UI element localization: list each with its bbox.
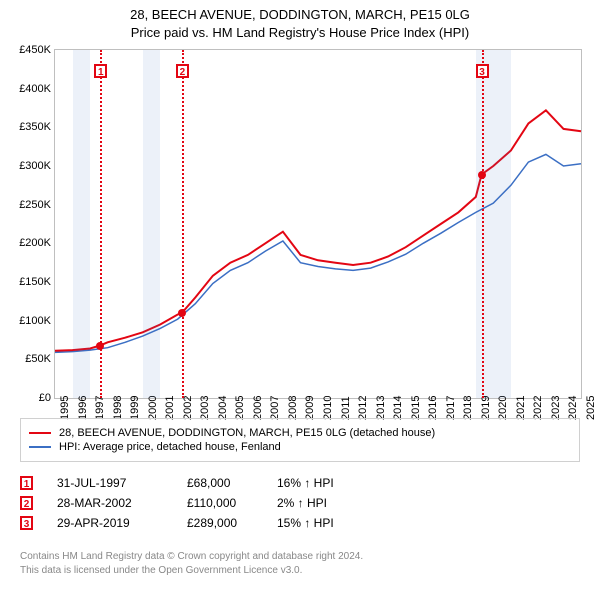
- event-marker: 2: [176, 64, 189, 78]
- trade-marker: 3: [20, 516, 33, 530]
- x-tick-label: 2002: [182, 396, 194, 420]
- x-tick-label: 2004: [217, 396, 229, 420]
- x-tick-label: 2022: [532, 396, 544, 420]
- event-line: [482, 50, 484, 398]
- event-marker: 3: [476, 64, 489, 78]
- x-tick-label: 2009: [304, 396, 316, 420]
- footer: Contains HM Land Registry data © Crown c…: [20, 550, 580, 577]
- recession-band: [73, 50, 91, 398]
- trade-row: 3 29-APR-2019£289,00015% ↑ HPI: [20, 516, 580, 530]
- x-tick-label: 1999: [129, 396, 141, 420]
- x-tick-label: 2013: [375, 396, 387, 420]
- x-tick-label: 2015: [410, 396, 422, 420]
- x-tick-label: 2023: [550, 396, 562, 420]
- event-point: [478, 171, 486, 179]
- x-tick-label: 2008: [287, 396, 299, 420]
- x-tick-label: 2024: [567, 396, 579, 420]
- x-tick-label: 1995: [59, 396, 71, 420]
- y-tick-label: £450K: [7, 44, 51, 56]
- y-tick-label: £0: [7, 392, 51, 404]
- trades-list: 1 31-JUL-1997£68,00016% ↑ HPI 2 28-MAR-2002…: [20, 470, 580, 536]
- legend-label: HPI: Average price, detached house, Fenl…: [59, 441, 281, 453]
- x-tick-label: 2020: [497, 396, 509, 420]
- chart-title: 28, BEECH AVENUE, DODDINGTON, MARCH, PE1…: [0, 0, 600, 24]
- legend: 28, BEECH AVENUE, DODDINGTON, MARCH, PE1…: [20, 418, 580, 462]
- trade-marker: 1: [20, 476, 33, 490]
- x-tick-label: 2021: [515, 396, 527, 420]
- x-tick-label: 2012: [357, 396, 369, 420]
- trade-price: £68,000: [187, 476, 277, 490]
- event-marker: 1: [94, 64, 107, 78]
- x-tick-label: 2016: [427, 396, 439, 420]
- footer-line-1: Contains HM Land Registry data © Crown c…: [20, 550, 580, 564]
- trade-marker: 2: [20, 496, 33, 510]
- trade-row: 2 28-MAR-2002£110,0002% ↑ HPI: [20, 496, 580, 510]
- trade-price: £289,000: [187, 516, 277, 530]
- x-tick-label: 1996: [77, 396, 89, 420]
- y-tick-label: £250K: [7, 199, 51, 211]
- x-tick-label: 2001: [164, 396, 176, 420]
- x-tick-label: 2010: [322, 396, 334, 420]
- x-tick-label: 2025: [585, 396, 597, 420]
- x-tick-label: 2011: [340, 396, 352, 420]
- event-point: [178, 309, 186, 317]
- y-tick-label: £350K: [7, 121, 51, 133]
- trade-date: 29-APR-2019: [57, 516, 187, 530]
- x-tick-label: 2014: [392, 396, 404, 420]
- x-tick-label: 2018: [462, 396, 474, 420]
- y-tick-label: £200K: [7, 237, 51, 249]
- event-line: [182, 50, 184, 398]
- trade-date: 31-JUL-1997: [57, 476, 187, 490]
- x-tick-label: 2019: [480, 396, 492, 420]
- y-tick-label: £400K: [7, 83, 51, 95]
- trade-row: 1 31-JUL-1997£68,00016% ↑ HPI: [20, 476, 580, 490]
- trade-delta: 16% ↑ HPI: [277, 476, 407, 490]
- recession-band: [143, 50, 161, 398]
- legend-row: 28, BEECH AVENUE, DODDINGTON, MARCH, PE1…: [29, 427, 571, 439]
- y-tick-label: £150K: [7, 276, 51, 288]
- x-tick-label: 1997: [94, 396, 106, 420]
- legend-label: 28, BEECH AVENUE, DODDINGTON, MARCH, PE1…: [59, 427, 435, 439]
- legend-row: HPI: Average price, detached house, Fenl…: [29, 441, 571, 453]
- y-tick-label: £100K: [7, 315, 51, 327]
- x-tick-label: 2017: [445, 396, 457, 420]
- trade-delta: 2% ↑ HPI: [277, 496, 407, 510]
- price-chart: £0£50K£100K£150K£200K£250K£300K£350K£400…: [54, 49, 582, 399]
- trade-date: 28-MAR-2002: [57, 496, 187, 510]
- footer-line-2: This data is licensed under the Open Gov…: [20, 564, 580, 578]
- event-point: [96, 342, 104, 350]
- x-tick-label: 2006: [252, 396, 264, 420]
- x-tick-label: 1998: [112, 396, 124, 420]
- x-tick-label: 2003: [199, 396, 211, 420]
- x-tick-label: 2005: [234, 396, 246, 420]
- page: 28, BEECH AVENUE, DODDINGTON, MARCH, PE1…: [0, 0, 600, 590]
- y-tick-label: £50K: [7, 353, 51, 365]
- y-tick-label: £300K: [7, 160, 51, 172]
- trade-price: £110,000: [187, 496, 277, 510]
- x-tick-label: 2007: [269, 396, 281, 420]
- chart-subtitle: Price paid vs. HM Land Registry's House …: [0, 24, 600, 46]
- trade-delta: 15% ↑ HPI: [277, 516, 407, 530]
- x-tick-label: 2000: [147, 396, 159, 420]
- legend-swatch: [29, 446, 51, 448]
- legend-swatch: [29, 432, 51, 434]
